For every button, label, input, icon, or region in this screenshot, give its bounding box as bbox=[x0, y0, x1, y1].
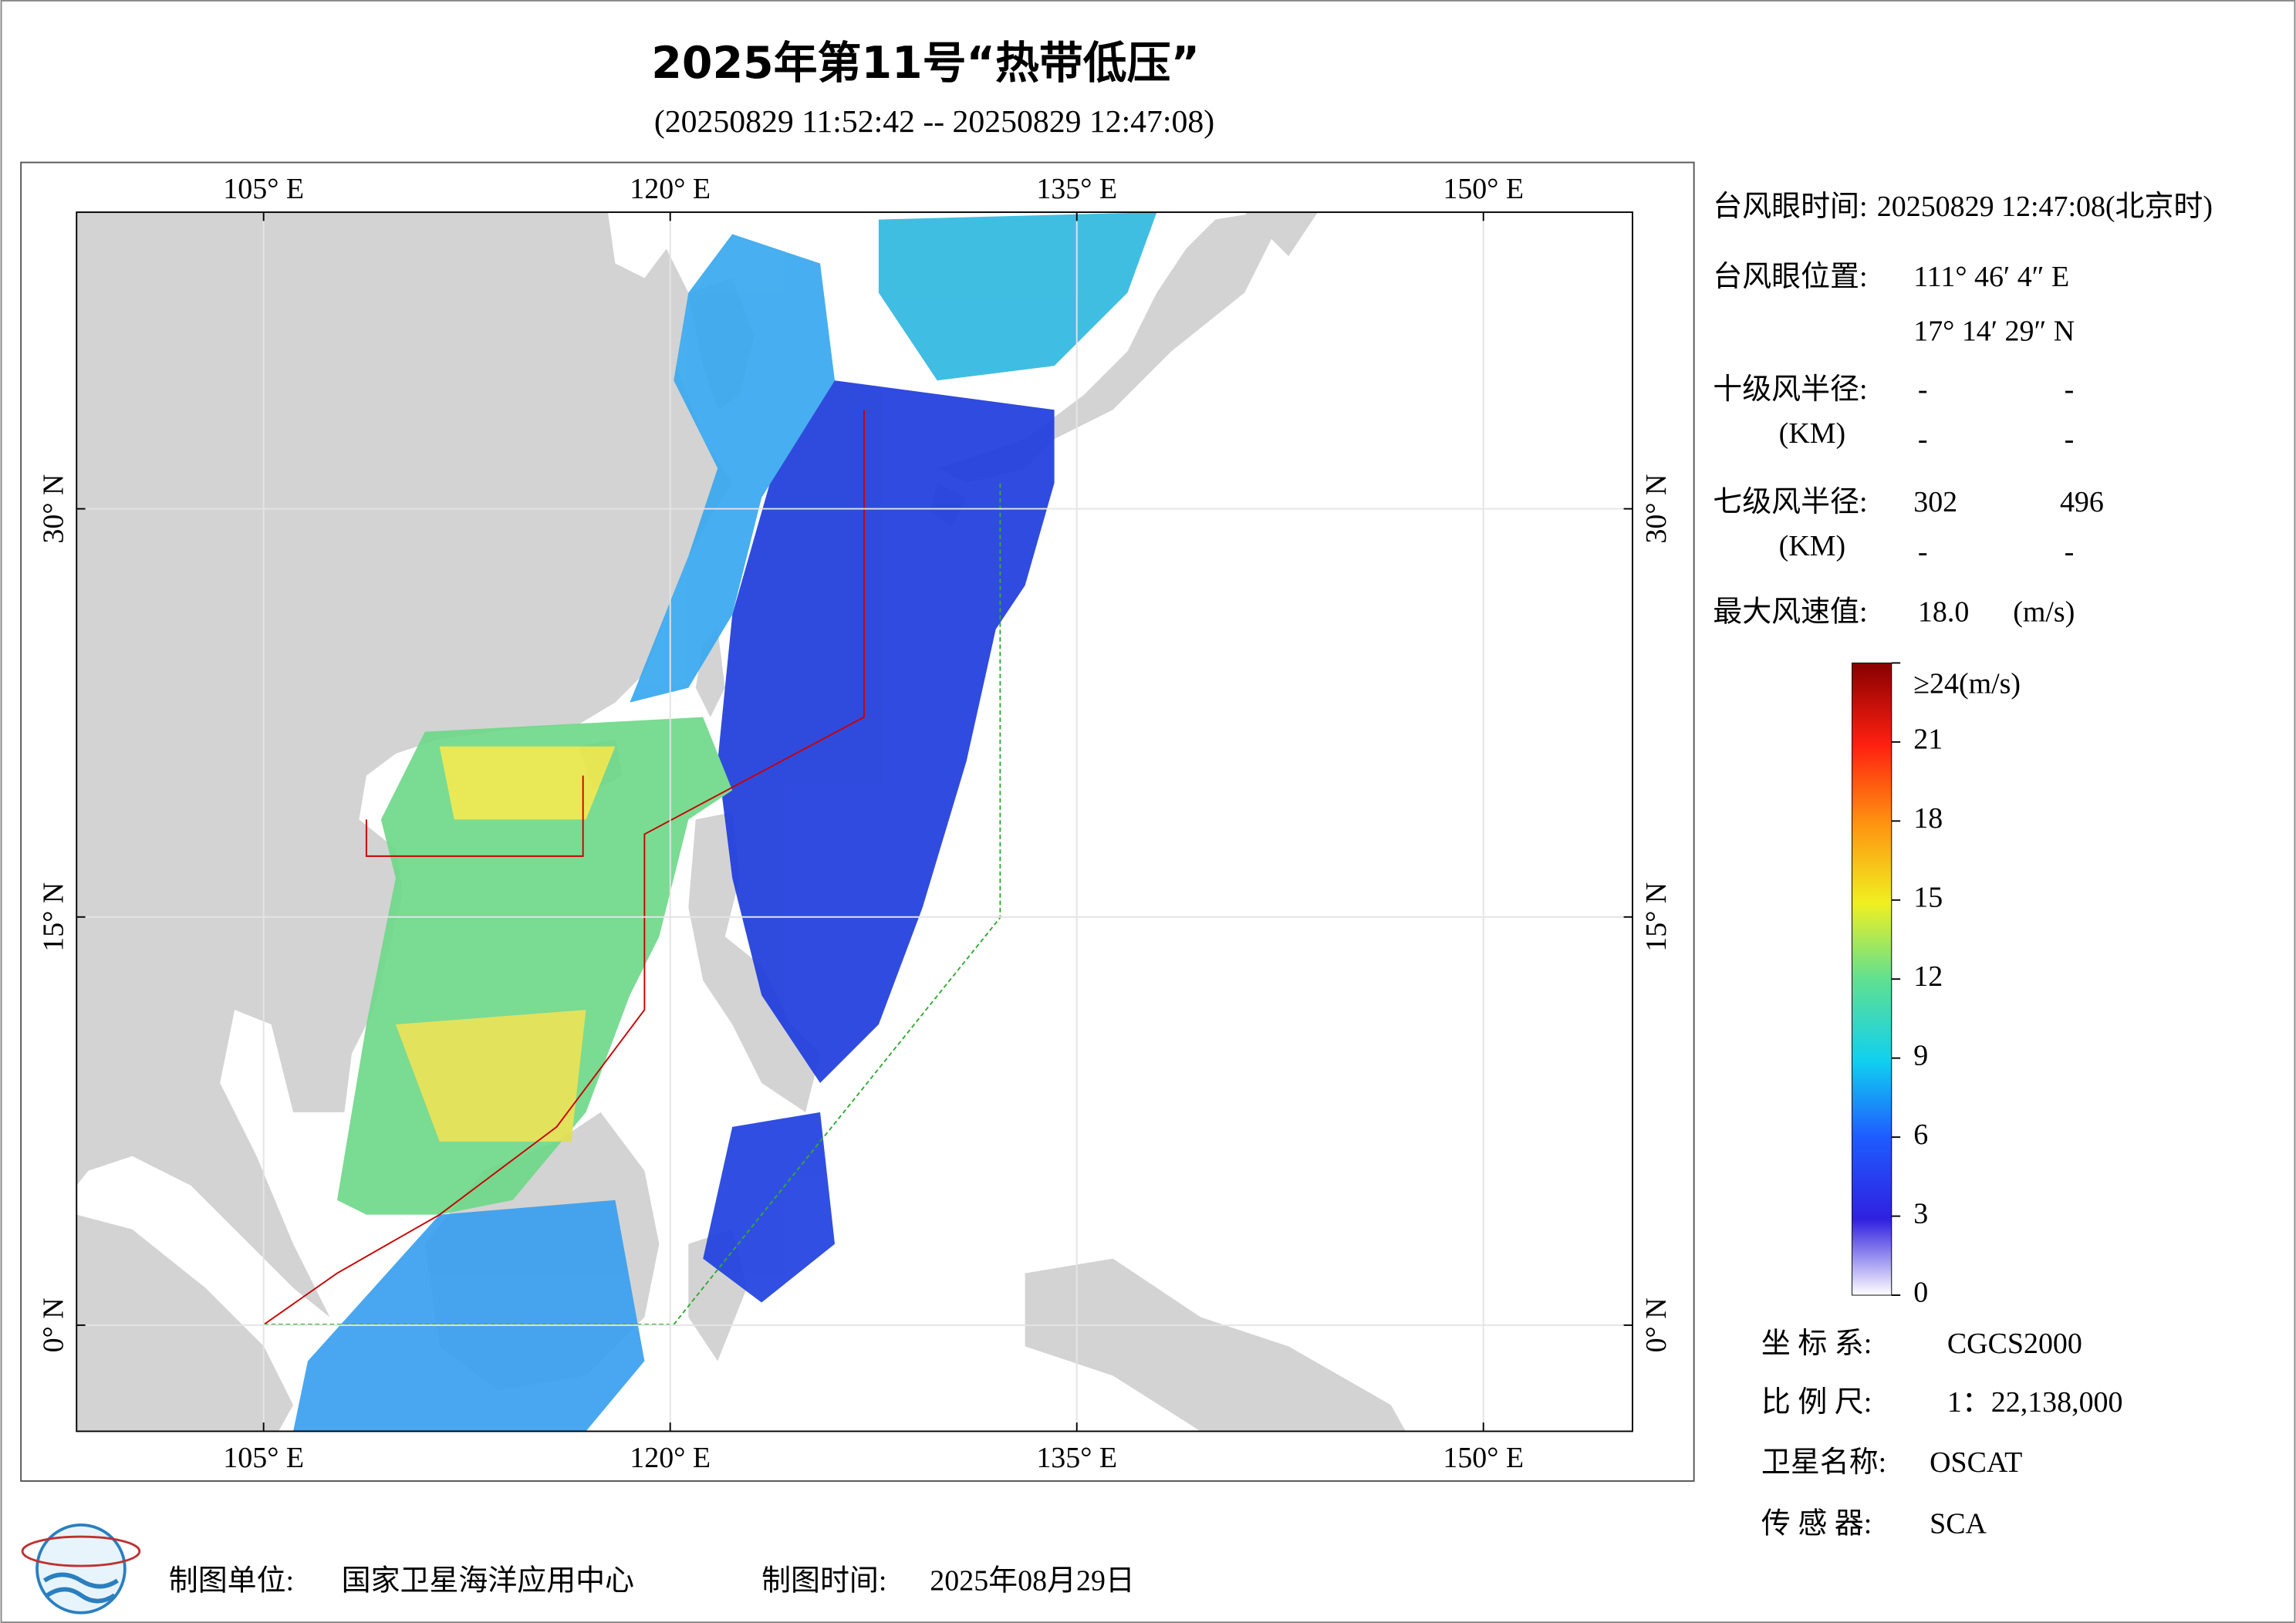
map bbox=[76, 212, 1633, 1432]
lat-label: 30° N bbox=[37, 474, 69, 544]
lat-label: 15° N bbox=[1640, 882, 1673, 952]
lat-label: 30° N bbox=[1640, 474, 1673, 544]
lon-label: 120° E bbox=[630, 1442, 711, 1474]
footer-value: 国家卫星海洋应用中心 bbox=[342, 1564, 634, 1597]
lon-label: 150° E bbox=[1443, 1442, 1524, 1474]
info-value: 496 bbox=[2060, 486, 2104, 518]
lat-label: 0° N bbox=[1640, 1297, 1673, 1352]
meta-label: 比 例 尺: bbox=[1761, 1386, 1872, 1419]
colorbar-label: 9 bbox=[1913, 1039, 1928, 1071]
info-label: 台风眼时间: bbox=[1713, 191, 1867, 223]
lon-label: 105° E bbox=[223, 173, 304, 205]
meta-label: 卫星名称: bbox=[1761, 1446, 1886, 1479]
colorbar-label: 6 bbox=[1913, 1119, 1928, 1151]
info-label: 十级风半径: bbox=[1713, 373, 1867, 406]
colorbar-label: 15 bbox=[1913, 881, 1943, 913]
meta-value: 1：22,138,000 bbox=[1947, 1386, 2123, 1419]
map-frame bbox=[76, 211, 1633, 1432]
footer-value: 2025年08月29日 bbox=[930, 1564, 1135, 1597]
footer-label: 制图时间: bbox=[761, 1564, 886, 1597]
info-value: - bbox=[1918, 423, 1928, 456]
colorbar bbox=[1852, 662, 1893, 1296]
colorbar-label: 18 bbox=[1913, 802, 1943, 835]
footer-label: 制图单位: bbox=[169, 1564, 294, 1597]
lon-label: 135° E bbox=[1036, 173, 1117, 205]
lat-label: 0° N bbox=[37, 1297, 69, 1352]
info-label: 七级风半径: bbox=[1713, 486, 1867, 518]
meta-value: CGCS2000 bbox=[1947, 1328, 2082, 1360]
map-box bbox=[20, 161, 1695, 1482]
lon-label: 105° E bbox=[223, 1442, 304, 1474]
meta-value: SCA bbox=[1930, 1507, 1987, 1540]
info-unit: (m/s) bbox=[2013, 596, 2075, 629]
colorbar-label: ≥24(m/s) bbox=[1913, 667, 2021, 700]
info-value: - bbox=[2065, 423, 2075, 456]
logo bbox=[21, 1523, 141, 1615]
wind-field bbox=[293, 212, 1157, 1432]
info-value: 111° 46′ 4″ E bbox=[1913, 261, 2069, 293]
info-label: 最大风速值: bbox=[1713, 596, 1867, 629]
lat-label: 15° N bbox=[37, 882, 69, 952]
info-value: - bbox=[2065, 536, 2075, 569]
info-value: 20250829 12:47:08(北京时) bbox=[1877, 191, 2213, 223]
title: 2025年第11号“热带低压” bbox=[651, 38, 1200, 89]
colorbar-label: 12 bbox=[1913, 960, 1943, 993]
lon-label: 120° E bbox=[630, 173, 711, 205]
info-value: - bbox=[1918, 536, 1928, 569]
colorbar-label: 21 bbox=[1913, 724, 1943, 756]
subtitle: (20250829 11:52:42 -- 20250829 12:47:08) bbox=[654, 104, 1214, 140]
info-value: - bbox=[2065, 373, 2075, 406]
meta-value: OSCAT bbox=[1930, 1446, 2022, 1479]
lon-label: 150° E bbox=[1443, 173, 1524, 205]
info-unit: (KM) bbox=[1779, 530, 1845, 562]
colorbar-label: 3 bbox=[1913, 1197, 1928, 1230]
info-value: - bbox=[1918, 373, 1928, 406]
lon-label: 135° E bbox=[1036, 1442, 1117, 1474]
info-label: 台风眼位置: bbox=[1713, 261, 1867, 293]
info-value: 302 bbox=[1913, 486, 1957, 518]
info-value: 17° 14′ 29″ N bbox=[1913, 315, 2075, 347]
colorbar-label: 0 bbox=[1913, 1277, 1928, 1309]
info-unit: (KM) bbox=[1779, 417, 1845, 450]
info-value: 18.0 bbox=[1918, 596, 1969, 629]
meta-label: 坐 标 系: bbox=[1761, 1328, 1872, 1360]
meta-label: 传 感 器: bbox=[1761, 1507, 1872, 1540]
